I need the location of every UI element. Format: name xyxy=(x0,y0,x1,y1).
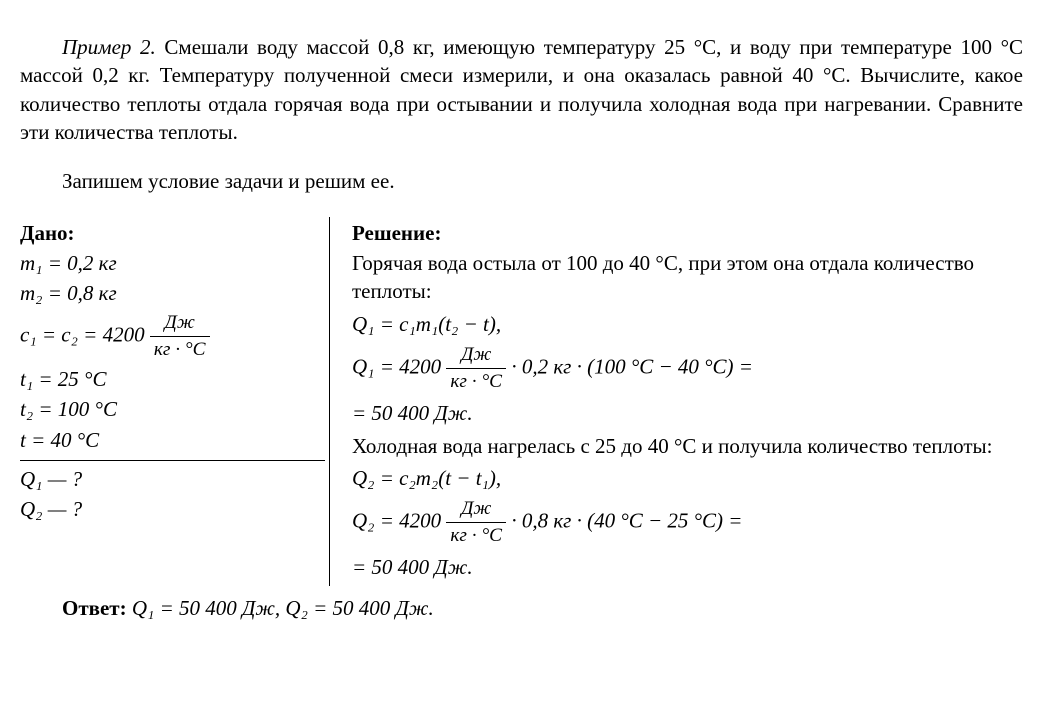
given-t1: t₁ = 25 °С xyxy=(20,365,319,393)
solution-eq-2: Q₁ = 4200 Джкг · °С · 0,2 кг · (100 °С −… xyxy=(352,342,1023,395)
given-c: c₁ = c₂ = 4200 Джкг · °С xyxy=(20,310,319,363)
answer-line: Ответ: Q₁ = 50 400 Дж, Q₂ = 50 400 Дж. xyxy=(20,594,1023,622)
given-m1: m₁ = 0,2 кг xyxy=(20,249,319,277)
example-label: Пример 2. xyxy=(62,35,156,59)
problem-instruction: Запишем условие задачи и решим ее. xyxy=(20,167,1023,195)
given-t2: t₂ = 100 °С xyxy=(20,395,319,423)
solution-column: Решение: Горячая вода остыла от 100 до 4… xyxy=(330,217,1023,586)
solution-text-2: Холодная вода нагрелась с 25 до 40 °С и … xyxy=(352,432,1023,460)
given-t: t = 40 °С xyxy=(20,426,319,454)
answer-text: Q₁ = 50 400 Дж, Q₂ = 50 400 Дж. xyxy=(127,596,434,620)
problem-text: Смешали воду массой 0,8 кг, имеющую темп… xyxy=(20,35,1023,144)
solution-eq-3: = 50 400 Дж. xyxy=(352,399,1023,427)
given-label: Дано: xyxy=(20,219,319,247)
solution-text-1: Горячая вода остыла от 100 до 40 °С, при… xyxy=(352,249,1023,306)
answer-label: Ответ: xyxy=(62,596,127,620)
solution-eq-4: Q₂ = c₂m₂(t − t₁), xyxy=(352,464,1023,492)
problem-paragraph: Пример 2. Смешали воду массой 0,8 кг, им… xyxy=(20,33,1023,146)
given-divider xyxy=(20,460,325,461)
given-column: Дано: m₁ = 0,2 кг m₂ = 0,8 кг c₁ = c₂ = … xyxy=(20,217,330,586)
given-q1: Q₁ — ? xyxy=(20,465,319,493)
given-q2: Q₂ — ? xyxy=(20,495,319,523)
solution-eq-1: Q₁ = c₁m₁(t₂ − t), xyxy=(352,310,1023,338)
solution-eq-5: Q₂ = 4200 Джкг · °С · 0,8 кг · (40 °С − … xyxy=(352,496,1023,549)
solution-eq-6: = 50 400 Дж. xyxy=(352,553,1023,581)
solution-label: Решение: xyxy=(352,219,1023,247)
given-m2: m₂ = 0,8 кг xyxy=(20,279,319,307)
